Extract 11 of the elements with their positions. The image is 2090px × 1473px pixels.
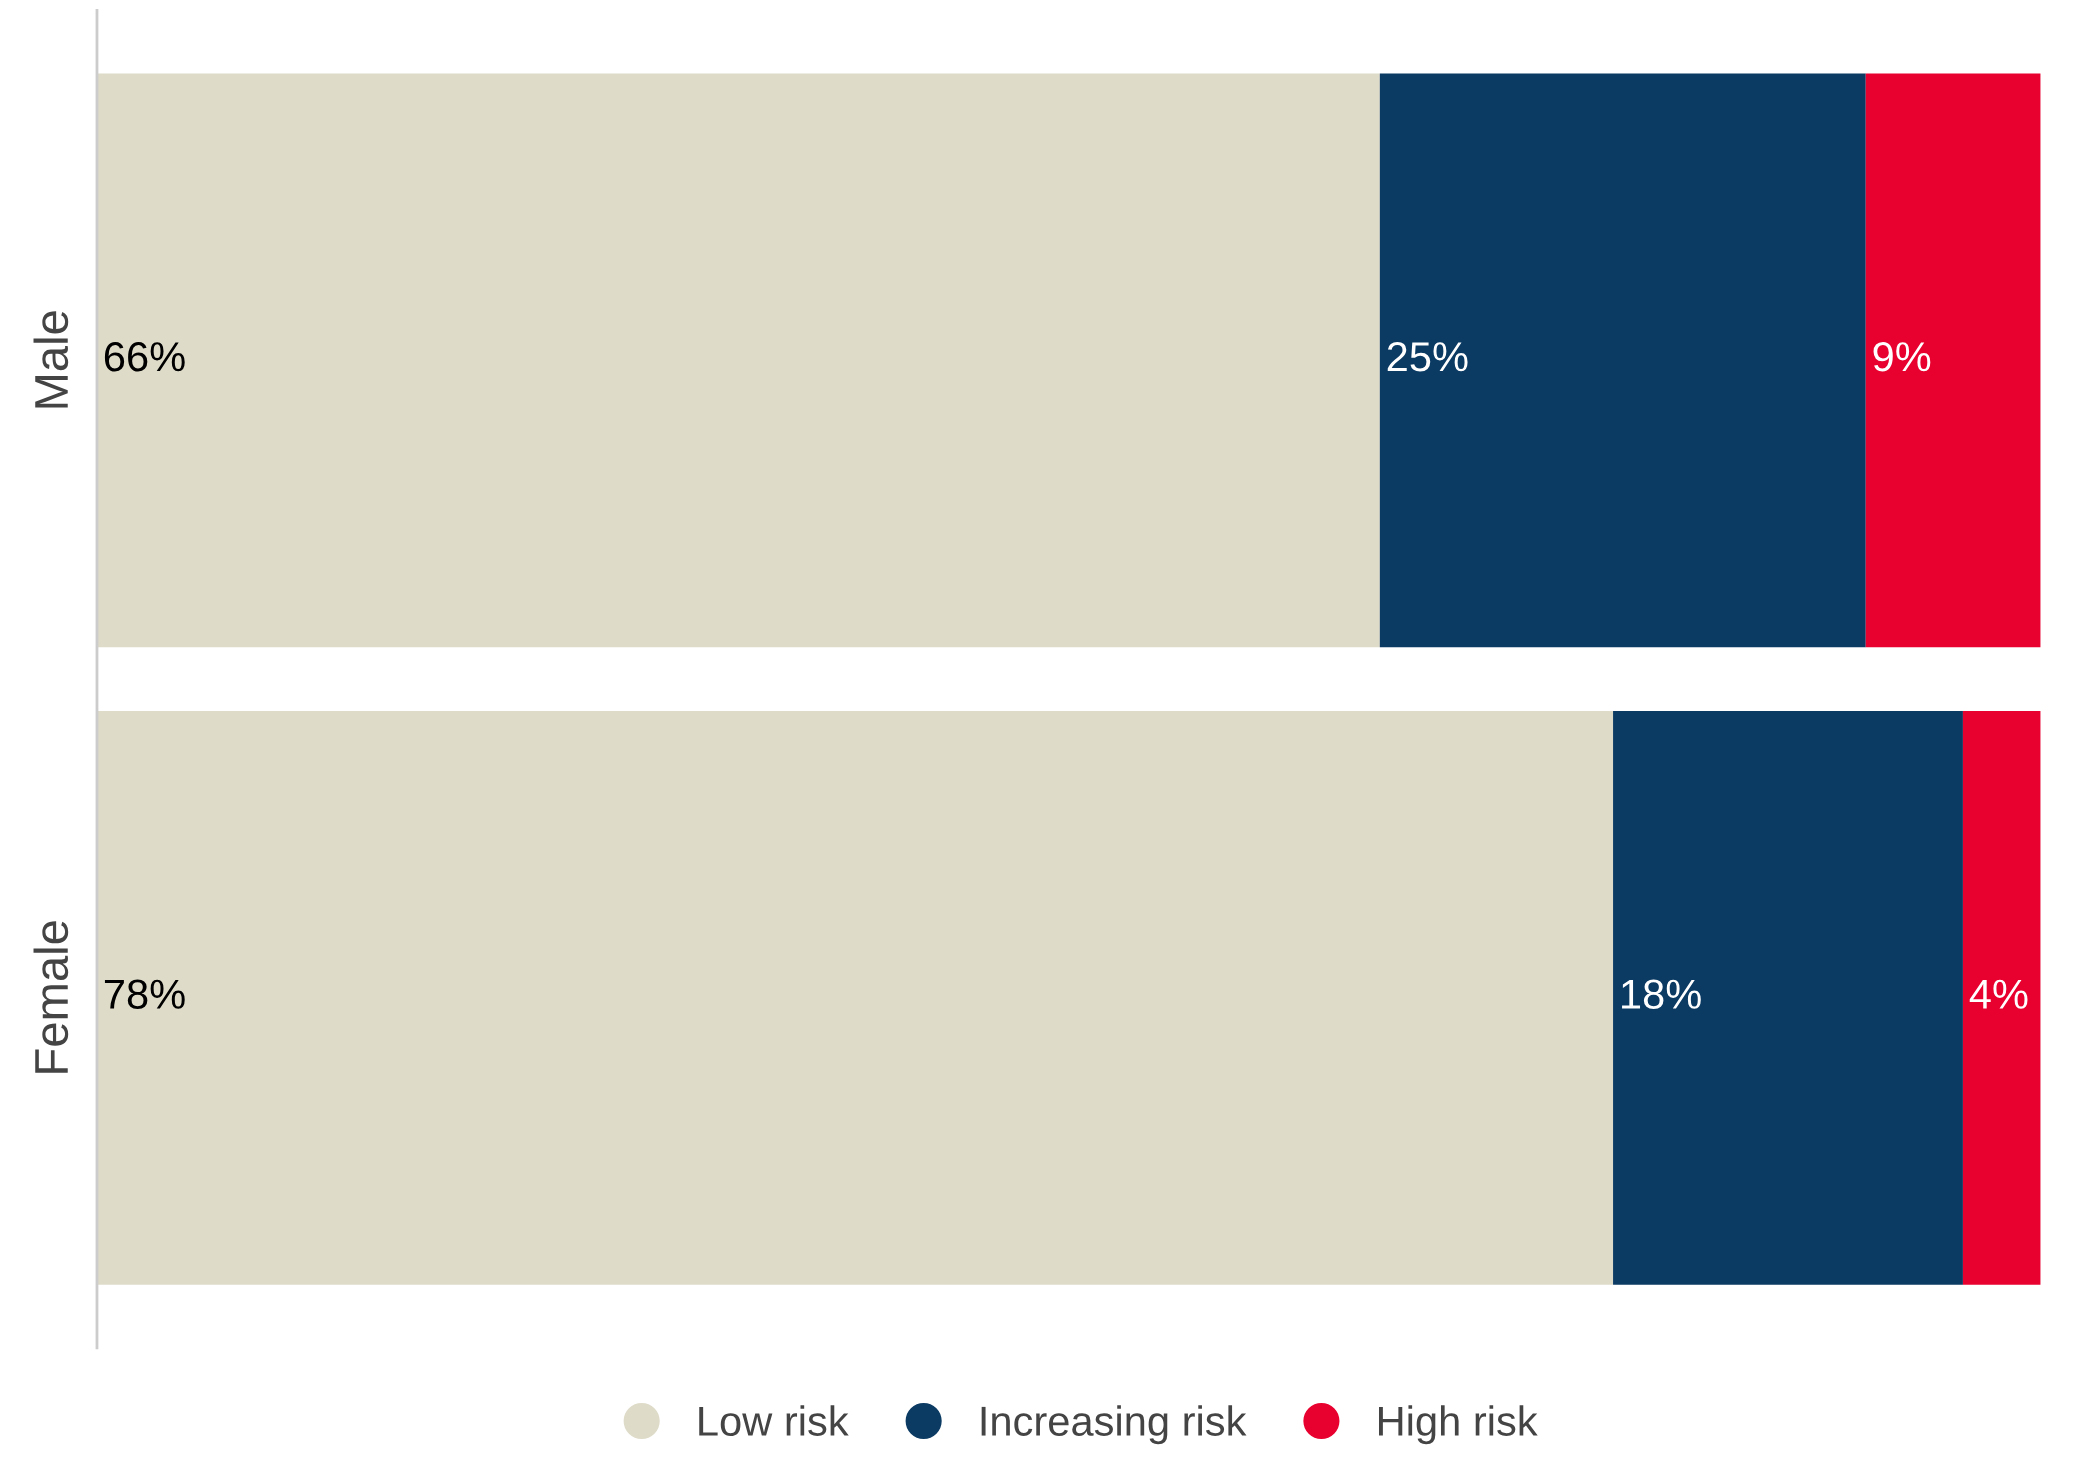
- data-label: 78%: [104, 979, 185, 1009]
- data-label: 9%: [1873, 341, 1931, 372]
- data-label: 66%: [104, 341, 185, 372]
- legend-label: High risk: [1379, 1405, 1538, 1445]
- data-label: 18%: [1622, 979, 1701, 1009]
- legend-label: Increasing risk: [981, 1405, 1247, 1445]
- data-label: 4%: [1969, 979, 2028, 1009]
- data-label: 25%: [1387, 341, 1468, 372]
- y-tick-label: Male: [33, 311, 69, 408]
- y-tick-label: Female: [33, 921, 69, 1073]
- legend-label: Low risk: [699, 1405, 849, 1436]
